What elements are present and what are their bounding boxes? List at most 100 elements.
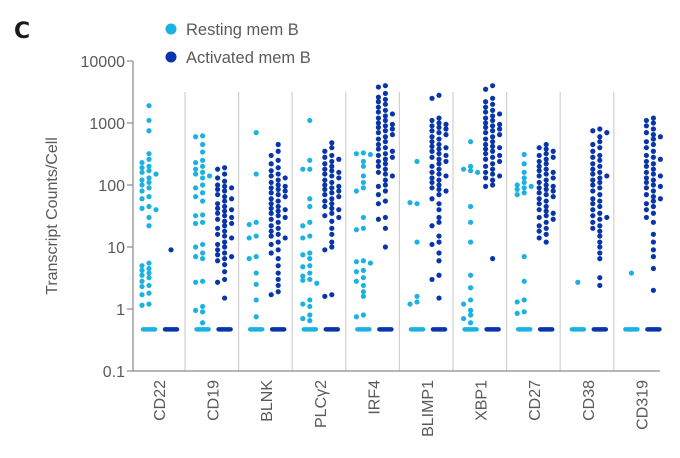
data-point — [329, 168, 335, 174]
data-point — [543, 225, 549, 231]
data-point — [650, 254, 657, 260]
data-point — [650, 198, 657, 204]
data-point — [229, 220, 235, 227]
data-point — [443, 121, 449, 127]
data-point — [590, 207, 596, 213]
data-point — [436, 201, 442, 207]
data-point — [307, 233, 313, 239]
data-point — [414, 158, 420, 165]
legend-marker-activated — [165, 51, 177, 63]
data-point — [222, 295, 228, 301]
data-point — [436, 92, 442, 98]
data-point — [329, 185, 335, 191]
data-point — [543, 192, 549, 198]
data-point — [429, 128, 435, 134]
data-point — [193, 244, 199, 250]
legend-marker-resting — [165, 23, 177, 35]
data-point — [146, 168, 152, 174]
data-point — [382, 101, 388, 107]
data-point — [375, 136, 381, 142]
data-point — [360, 179, 366, 186]
data-point — [322, 171, 328, 177]
data-point — [268, 228, 274, 234]
data-point — [215, 258, 221, 264]
data-point — [336, 193, 342, 200]
data-point — [483, 124, 489, 130]
data-point — [414, 299, 420, 305]
data-point — [468, 312, 474, 318]
data-point — [490, 101, 496, 107]
data-point — [382, 177, 388, 183]
data-point — [322, 148, 328, 154]
data-point — [282, 183, 288, 189]
data-point — [268, 223, 274, 229]
x-tick-label: CD319 — [634, 380, 651, 430]
data-point — [253, 219, 259, 225]
data-point — [483, 86, 489, 92]
data-point — [322, 192, 328, 198]
data-point — [193, 307, 199, 313]
data-point — [215, 241, 221, 248]
data-point — [275, 263, 281, 269]
data-point — [222, 269, 228, 275]
data-point — [521, 254, 527, 260]
data-point — [200, 175, 206, 181]
data-point — [490, 148, 496, 154]
data-point — [536, 235, 542, 241]
x-tick-label: CD38 — [581, 380, 598, 421]
data-point — [528, 183, 534, 189]
data-point — [375, 146, 381, 152]
data-point — [322, 182, 328, 188]
data-point — [429, 163, 435, 169]
data-point — [483, 104, 489, 110]
data-point — [643, 175, 650, 181]
data-point — [650, 188, 657, 194]
data-point — [657, 134, 664, 140]
data-point — [643, 207, 650, 213]
data-point — [222, 218, 228, 224]
data-point — [382, 225, 388, 231]
data-point — [536, 158, 542, 165]
data-point — [550, 216, 556, 222]
data-point — [193, 213, 199, 219]
data-point — [490, 143, 496, 149]
data-point — [436, 151, 442, 157]
data-point — [550, 154, 556, 160]
data-point — [146, 203, 152, 210]
data-point — [268, 161, 274, 167]
data-point — [268, 250, 274, 256]
data-point — [229, 185, 235, 191]
data-point — [604, 173, 610, 179]
y-tick-label: 1 — [116, 302, 125, 319]
data-point — [268, 216, 274, 222]
data-point — [353, 278, 359, 284]
data-point — [215, 231, 221, 237]
data-point — [146, 179, 152, 186]
data-point — [643, 201, 650, 207]
data-point — [139, 267, 145, 273]
data-point — [146, 275, 152, 281]
data-point — [468, 139, 474, 145]
data-point — [436, 171, 442, 177]
data-point — [650, 287, 657, 293]
data-point — [360, 150, 366, 156]
data-point — [353, 151, 359, 157]
data-point — [353, 227, 359, 233]
data-point — [300, 301, 306, 307]
data-point — [490, 139, 496, 145]
data-point — [336, 214, 342, 221]
data-point — [550, 193, 556, 200]
data-point — [490, 177, 496, 183]
data-point — [382, 139, 388, 145]
data-point — [461, 316, 467, 322]
data-point — [536, 185, 542, 191]
data-point — [436, 186, 442, 192]
data-point — [193, 185, 199, 191]
data-point — [521, 309, 527, 315]
data-point — [222, 239, 228, 245]
data-point — [550, 188, 556, 194]
data-point — [543, 182, 549, 188]
data-point — [643, 145, 650, 151]
data-point — [657, 173, 664, 179]
data-point — [222, 213, 228, 219]
